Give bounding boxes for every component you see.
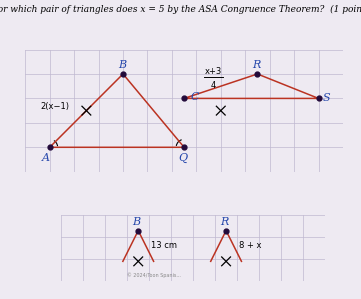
Text: 13 cm: 13 cm — [151, 242, 177, 251]
Text: 8 + x: 8 + x — [239, 242, 262, 251]
Text: 4: 4 — [211, 81, 216, 90]
Text: For which pair of triangles does x = 5 by the ASA Congruence Theorem?  (1 point): For which pair of triangles does x = 5 b… — [0, 4, 361, 14]
Text: C: C — [190, 92, 199, 102]
Text: 2(x−1): 2(x−1) — [40, 103, 69, 112]
Text: © 2024/Toon Spanis...: © 2024/Toon Spanis... — [127, 273, 180, 278]
Text: S: S — [322, 93, 330, 103]
Text: x+3: x+3 — [205, 67, 222, 76]
Text: R: R — [252, 60, 260, 70]
Text: R: R — [220, 217, 228, 227]
Text: A: A — [42, 153, 50, 163]
Text: B: B — [132, 217, 140, 227]
Text: B: B — [118, 60, 126, 70]
Text: Q: Q — [178, 153, 187, 163]
